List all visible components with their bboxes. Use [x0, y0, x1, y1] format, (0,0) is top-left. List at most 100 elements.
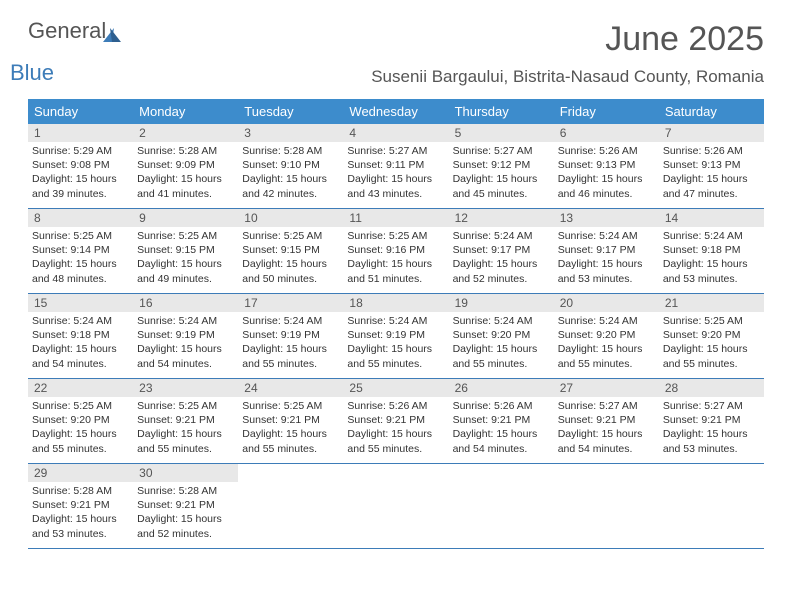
logo-sail-icon-2: [110, 28, 121, 42]
logo-text-general: General: [28, 20, 106, 42]
weekday-header: Tuesday: [238, 99, 343, 124]
day-number: 23: [139, 381, 232, 395]
day-details: Sunrise: 5:26 AMSunset: 9:21 PMDaylight:…: [347, 399, 444, 456]
day-number: 3: [244, 126, 337, 140]
day-details: Sunrise: 5:26 AMSunset: 9:13 PMDaylight:…: [558, 144, 655, 201]
day-number-wrap: 16: [133, 294, 238, 312]
day-cell: 17Sunrise: 5:24 AMSunset: 9:19 PMDayligh…: [238, 294, 343, 378]
weekday-header: Thursday: [449, 99, 554, 124]
day-number-wrap: 29: [28, 464, 133, 482]
day-cell: 8Sunrise: 5:25 AMSunset: 9:14 PMDaylight…: [28, 209, 133, 293]
weekday-header: Wednesday: [343, 99, 448, 124]
day-number-wrap: 18: [343, 294, 448, 312]
day-number-wrap: 15: [28, 294, 133, 312]
day-number: 26: [455, 381, 548, 395]
day-number-wrap: 20: [554, 294, 659, 312]
day-cell: 29 Sunrise: 5:28 AMSunset: 9:21 PMDayligh…: [28, 464, 133, 548]
day-cell: 30 Sunrise: 5:28 AMSunset: 9:21 PMDayligh…: [133, 464, 238, 548]
day-details: Sunrise: 5:27 AMSunset: 9:21 PMDaylight:…: [663, 399, 760, 456]
day-details: Sunrise: 5:28 AMSunset: 9:09 PMDaylight:…: [137, 144, 234, 201]
day-details: Sunrise: 5:27 AMSunset: 9:11 PMDaylight:…: [347, 144, 444, 201]
day-number: 13: [560, 211, 653, 225]
day-number: 11: [349, 211, 442, 225]
day-cell: 21Sunrise: 5:25 AMSunset: 9:20 PMDayligh…: [659, 294, 764, 378]
day-number: 19: [455, 296, 548, 310]
title-block: June 2025 Susenii Bargaului, Bistrita-Na…: [371, 20, 764, 87]
day-cell: 25 Sunrise: 5:26 AMSunset: 9:21 PMDayligh…: [343, 379, 448, 463]
day-cell: 27 Sunrise: 5:27 AMSunset: 9:21 PMDayligh…: [554, 379, 659, 463]
week-row: 1 Sunrise: 5:29 AMSunset: 9:08 PMDaylight…: [28, 124, 764, 209]
weekday-header-row: SundayMondayTuesdayWednesdayThursdayFrid…: [28, 99, 764, 124]
day-number: 12: [455, 211, 548, 225]
day-number-wrap: 13: [554, 209, 659, 227]
day-cell: 22 Sunrise: 5:25 AMSunset: 9:20 PMDayligh…: [28, 379, 133, 463]
weekday-header: Monday: [133, 99, 238, 124]
day-cell: [343, 464, 448, 548]
day-number-wrap: 28: [659, 379, 764, 397]
day-number: 28: [665, 381, 758, 395]
day-cell: 6 Sunrise: 5:26 AMSunset: 9:13 PMDaylight…: [554, 124, 659, 208]
weekday-header: Friday: [554, 99, 659, 124]
day-number: 1: [34, 126, 127, 140]
day-cell: [554, 464, 659, 548]
day-number-wrap: 14: [659, 209, 764, 227]
day-number: 20: [560, 296, 653, 310]
day-details: Sunrise: 5:25 AMSunset: 9:20 PMDaylight:…: [32, 399, 129, 456]
day-cell: 9 Sunrise: 5:25 AMSunset: 9:15 PMDaylight…: [133, 209, 238, 293]
day-number-wrap: 24: [238, 379, 343, 397]
day-details: Sunrise: 5:24 AMSunset: 9:19 PMDaylight:…: [137, 314, 234, 371]
day-number: 2: [139, 126, 232, 140]
day-cell: 10Sunrise: 5:25 AMSunset: 9:15 PMDayligh…: [238, 209, 343, 293]
day-cell: [659, 464, 764, 548]
day-number: 30: [139, 466, 232, 480]
day-number: 9: [139, 211, 232, 225]
header: General Blue June 2025 Susenii Bargaului…: [28, 20, 764, 87]
day-number-wrap: 23: [133, 379, 238, 397]
day-details: Sunrise: 5:25 AMSunset: 9:16 PMDaylight:…: [347, 229, 444, 286]
day-number: 15: [34, 296, 127, 310]
calendar: SundayMondayTuesdayWednesdayThursdayFrid…: [28, 99, 764, 549]
day-number-wrap: 30: [133, 464, 238, 482]
day-number: 21: [665, 296, 758, 310]
day-details: Sunrise: 5:28 AMSunset: 9:21 PMDaylight:…: [137, 484, 234, 541]
week-row: 22 Sunrise: 5:25 AMSunset: 9:20 PMDayligh…: [28, 379, 764, 464]
day-cell: 12Sunrise: 5:24 AMSunset: 9:17 PMDayligh…: [449, 209, 554, 293]
day-cell: 26Sunrise: 5:26 AMSunset: 9:21 PMDayligh…: [449, 379, 554, 463]
day-number-wrap: 8: [28, 209, 133, 227]
day-details: Sunrise: 5:24 AMSunset: 9:20 PMDaylight:…: [558, 314, 655, 371]
day-number-wrap: 25: [343, 379, 448, 397]
day-cell: 20 Sunrise: 5:24 AMSunset: 9:20 PMDayligh…: [554, 294, 659, 378]
day-number-wrap: 7: [659, 124, 764, 142]
day-number-wrap: 4: [343, 124, 448, 142]
day-details: Sunrise: 5:25 AMSunset: 9:21 PMDaylight:…: [242, 399, 339, 456]
day-number: 7: [665, 126, 758, 140]
day-number-wrap: 6: [554, 124, 659, 142]
day-number-wrap: 1: [28, 124, 133, 142]
day-number-wrap: 12: [449, 209, 554, 227]
week-row: 29 Sunrise: 5:28 AMSunset: 9:21 PMDayligh…: [28, 464, 764, 549]
day-number-wrap: 2: [133, 124, 238, 142]
day-cell: 15Sunrise: 5:24 AMSunset: 9:18 PMDayligh…: [28, 294, 133, 378]
day-details: Sunrise: 5:28 AMSunset: 9:21 PMDaylight:…: [32, 484, 129, 541]
day-number-wrap: 9: [133, 209, 238, 227]
day-number: 22: [34, 381, 127, 395]
day-details: Sunrise: 5:29 AMSunset: 9:08 PMDaylight:…: [32, 144, 129, 201]
day-details: Sunrise: 5:25 AMSunset: 9:21 PMDaylight:…: [137, 399, 234, 456]
day-number: 16: [139, 296, 232, 310]
location: Susenii Bargaului, Bistrita-Nasaud Count…: [371, 67, 764, 87]
day-number: 14: [665, 211, 758, 225]
day-details: Sunrise: 5:27 AMSunset: 9:21 PMDaylight:…: [558, 399, 655, 456]
weekday-header: Sunday: [28, 99, 133, 124]
day-cell: 2 Sunrise: 5:28 AMSunset: 9:09 PMDaylight…: [133, 124, 238, 208]
weekday-header: Saturday: [659, 99, 764, 124]
week-row: 8Sunrise: 5:25 AMSunset: 9:14 PMDaylight…: [28, 209, 764, 294]
logo: General Blue: [28, 20, 120, 84]
day-number: 27: [560, 381, 653, 395]
day-number: 25: [349, 381, 442, 395]
day-cell: 3Sunrise: 5:28 AMSunset: 9:10 PMDaylight…: [238, 124, 343, 208]
day-number-wrap: 17: [238, 294, 343, 312]
weeks-container: 1 Sunrise: 5:29 AMSunset: 9:08 PMDaylight…: [28, 124, 764, 549]
day-details: Sunrise: 5:25 AMSunset: 9:15 PMDaylight:…: [137, 229, 234, 286]
day-number: 29: [34, 466, 127, 480]
day-number: 10: [244, 211, 337, 225]
